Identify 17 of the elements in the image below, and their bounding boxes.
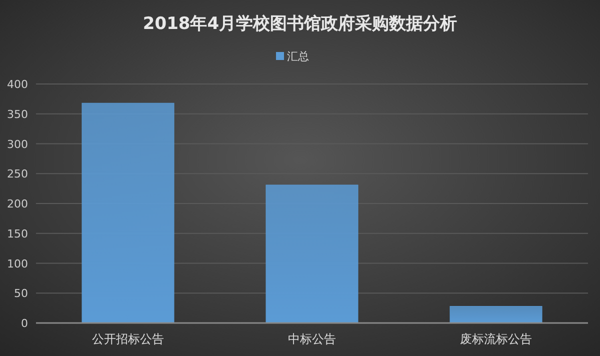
y-tick-label: 400	[7, 78, 28, 91]
y-tick-label: 100	[7, 257, 28, 270]
y-tick-label: 350	[7, 108, 28, 121]
y-tick-label: 250	[7, 168, 28, 181]
chart-title: 2018年4月学校图书馆政府采购数据分析	[142, 14, 458, 34]
y-tick-label: 50	[14, 287, 28, 300]
bar	[82, 102, 174, 324]
y-tick-label: 150	[7, 227, 28, 240]
x-tick-label: 公开招标公告	[92, 332, 164, 346]
legend-label: 汇总	[287, 50, 309, 63]
y-tick-label: 0	[21, 317, 28, 330]
y-tick-label: 300	[7, 138, 28, 151]
x-tick-label: 废标流标公告	[460, 332, 532, 346]
bar	[266, 184, 358, 324]
x-tick-label: 中标公告	[288, 332, 336, 346]
bar	[450, 306, 542, 324]
y-tick-label: 200	[7, 198, 28, 210]
